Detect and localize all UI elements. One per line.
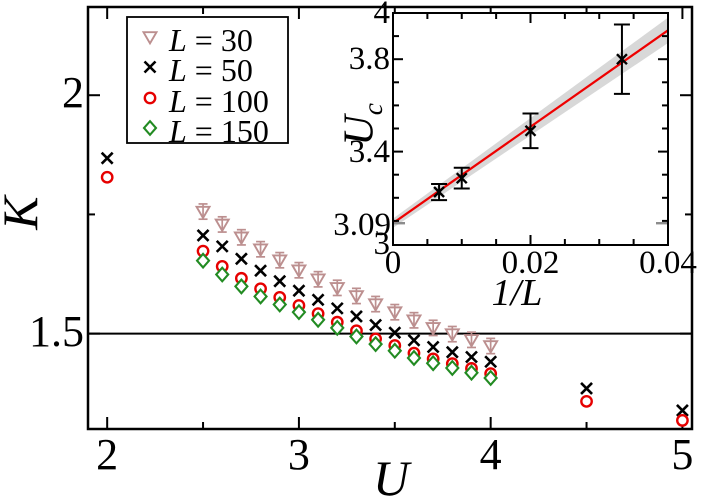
main-y-axis-label: K bbox=[0, 183, 48, 243]
inset-x-tick-label: 0.04 bbox=[639, 245, 697, 281]
inset-x-tick-label: 0.02 bbox=[501, 245, 560, 281]
main-x-tick-label: 3 bbox=[287, 430, 310, 479]
inset-y-axis-label-sub: c bbox=[358, 103, 389, 116]
inset-x-axis-label: 1/L bbox=[491, 272, 543, 314]
inset-y-tick-label: 3.8 bbox=[348, 41, 390, 78]
legend-label: L = 30 bbox=[169, 22, 253, 58]
main-y-tick-label: 1.5 bbox=[29, 306, 84, 356]
main-x-tick-label: 2 bbox=[96, 430, 119, 479]
main-y-tick-label: 2 bbox=[62, 68, 84, 118]
series-LLLL30 bbox=[194, 203, 499, 355]
series-LLLL150 bbox=[195, 252, 499, 387]
legend-box bbox=[126, 16, 289, 144]
inset-y-tick-label: 3 bbox=[373, 226, 391, 262]
legend-label: L = 100 bbox=[169, 83, 269, 119]
inset-x-tick-label: 0 bbox=[384, 245, 402, 281]
main-x-tick-label: 5 bbox=[671, 430, 694, 479]
main-x-axis-label: U bbox=[372, 450, 410, 500]
inset-y-tick-label: 3.4 bbox=[348, 133, 390, 170]
inset-y-tick-label: 4 bbox=[373, 0, 391, 31]
series-LLLL50 bbox=[100, 151, 689, 417]
legend-label: L = 150 bbox=[169, 113, 269, 149]
main-plot-frame bbox=[86, 5, 694, 431]
legend-label: L = 50 bbox=[169, 52, 253, 88]
main-x-tick-label: 4 bbox=[479, 430, 502, 479]
inset bbox=[392, 12, 669, 246]
inset-intercept-annotation: 3.09 bbox=[333, 207, 391, 243]
